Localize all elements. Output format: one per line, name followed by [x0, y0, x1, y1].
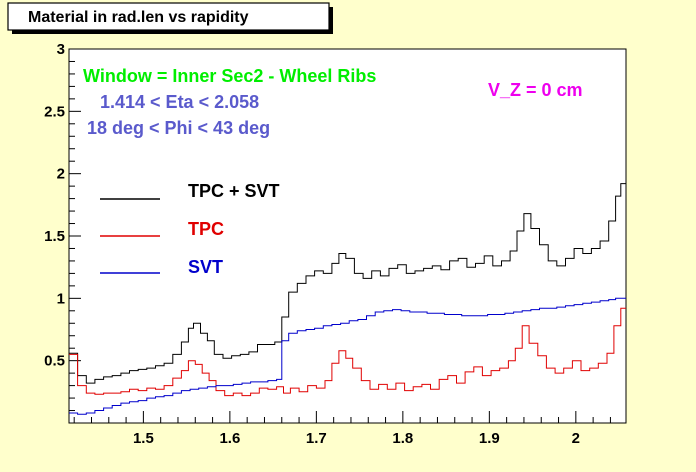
y-tick-label: 3 [57, 41, 65, 58]
phi-annotation: 18 deg < Phi < 43 deg [87, 118, 270, 138]
y-tick-label: 2 [57, 166, 65, 183]
series-line-svt [69, 297, 626, 415]
legend-label-tpc: TPC [188, 219, 224, 239]
title-box-shadow [12, 30, 333, 34]
vz-annotation: V_Z = 0 cm [488, 80, 583, 100]
y-tick-label: 1 [57, 290, 65, 307]
eta-annotation: 1.414 < Eta < 2.058 [100, 92, 259, 112]
x-tick-label: 1.9 [479, 430, 500, 447]
series-line-tpc [69, 307, 626, 397]
legend-label-total: TPC + SVT [188, 181, 280, 201]
window-annotation: Window = Inner Sec2 - Wheel Ribs [83, 66, 376, 86]
axes: 1.5 1.6 1.7 1.8 1.9 2 0.5 1 1.5 2 2.5 3 [44, 41, 611, 447]
x-tick-label: 1.5 [133, 430, 154, 447]
x-tick-label: 1.6 [219, 430, 240, 447]
x-tick-label: 1.7 [306, 430, 327, 447]
chart-title: Material in rad.len vs rapidity [28, 9, 249, 26]
y-tick-label: 2.5 [44, 103, 65, 120]
y-tick-label: 1.5 [44, 228, 65, 245]
title-box-frame [7, 2, 330, 31]
legend: TPC + SVT TPC SVT [100, 181, 280, 277]
x-tick-label: 1.8 [392, 430, 413, 447]
title-box-shadow-side [329, 7, 333, 34]
series-line-total [69, 183, 626, 384]
legend-label-svt: SVT [188, 257, 223, 277]
y-tick-label: 0.5 [44, 353, 65, 370]
series-layer [69, 183, 626, 415]
x-tick-label: 2 [572, 430, 580, 447]
title-box: Material in rad.len vs rapidity [7, 2, 333, 34]
plot-frame [68, 48, 627, 424]
